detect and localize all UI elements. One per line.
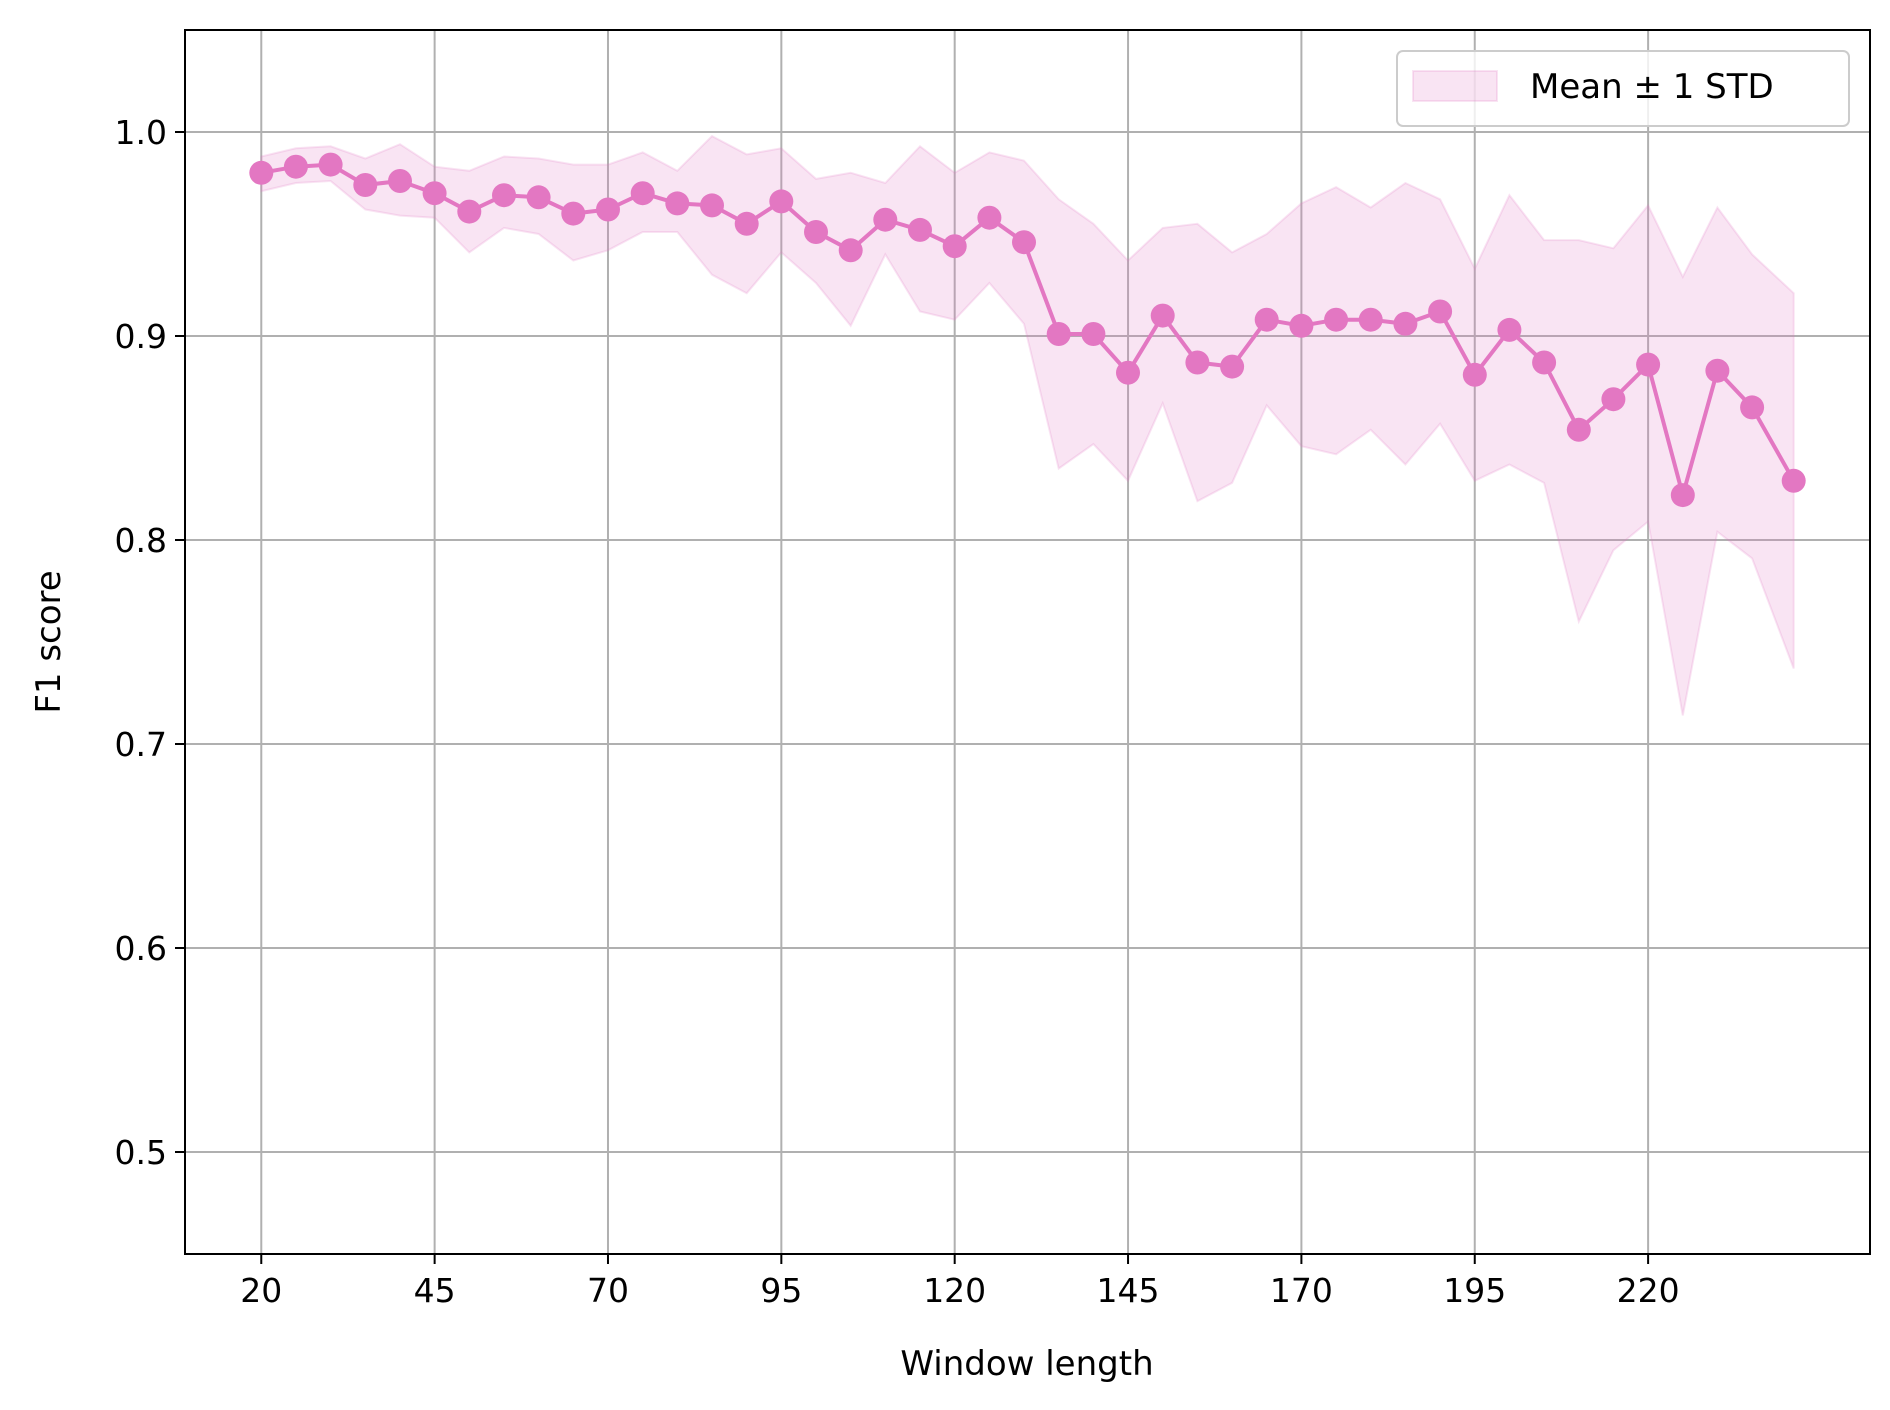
y-tick-label: 0.9 [115, 317, 167, 356]
data-point [422, 181, 447, 206]
data-point [388, 169, 412, 193]
data-point [1428, 299, 1453, 324]
legend-label: Mean ± 1 STD [1530, 67, 1774, 107]
legend-box [1396, 50, 1850, 127]
data-point [804, 220, 828, 244]
data-point [700, 193, 724, 218]
x-tick-label: 195 [1443, 1271, 1506, 1310]
data-point [1254, 307, 1279, 332]
data-point [665, 191, 690, 216]
data-point [734, 211, 759, 236]
x-tick-label: 20 [240, 1271, 282, 1310]
data-point [1012, 230, 1036, 255]
data-point [1740, 395, 1765, 420]
std-band-layer [260, 134, 1795, 716]
data-point [1705, 358, 1730, 383]
data-point [1636, 352, 1661, 377]
data-point [1289, 313, 1314, 338]
x-tick-label: 120 [923, 1271, 986, 1310]
data-point [1497, 317, 1522, 342]
y-tick-label: 1.0 [115, 113, 167, 152]
data-point [596, 197, 620, 222]
data-point [1601, 387, 1626, 412]
data-point [1532, 350, 1557, 375]
data-point [526, 185, 551, 210]
y-axis-title: F1 score [29, 570, 69, 713]
data-point [1781, 468, 1806, 493]
data-point [1393, 311, 1418, 336]
data-point [942, 234, 967, 259]
x-tick-label: 145 [1097, 1271, 1160, 1310]
data-point [318, 152, 343, 177]
data-point [977, 205, 1002, 230]
marker-layer [249, 152, 1806, 508]
y-tick-label: 0.5 [115, 1133, 167, 1172]
grid [185, 30, 1870, 1254]
legend: Mean ± 1 STD [1396, 50, 1850, 127]
data-point [283, 154, 308, 179]
data-point [1324, 307, 1349, 332]
data-point [1150, 303, 1175, 328]
data-point [1185, 350, 1210, 375]
data-point [492, 183, 516, 208]
std-band [260, 134, 1795, 716]
y-axis-ticks: 0.5 0.6 0.7 0.8 0.9 1.0 [115, 113, 185, 1172]
data-point [838, 238, 863, 263]
data-point [353, 173, 378, 197]
data-point [908, 217, 932, 242]
data-point [1220, 354, 1245, 379]
x-tick-label: 45 [414, 1271, 456, 1310]
data-point [457, 199, 482, 224]
axes-frame [184, 29, 1871, 1255]
data-point [1046, 322, 1071, 346]
data-point [1670, 483, 1695, 508]
x-tick-label: 220 [1617, 1271, 1680, 1310]
data-point [769, 189, 794, 214]
x-tick-label: 170 [1270, 1271, 1333, 1310]
x-tick-label: 70 [587, 1271, 629, 1310]
data-point [630, 181, 655, 206]
y-tick-label: 0.7 [115, 725, 167, 764]
data-point [1116, 360, 1140, 385]
x-axis-title: Window length [900, 1344, 1153, 1384]
y-tick-label: 0.8 [115, 521, 167, 560]
data-point [1462, 362, 1487, 387]
legend-swatch [1412, 70, 1498, 102]
y-tick-label: 0.6 [115, 929, 167, 968]
data-point [1566, 417, 1591, 442]
data-point [1081, 322, 1106, 346]
data-point [561, 201, 586, 226]
data-point [249, 160, 274, 185]
x-tick-label: 95 [760, 1271, 802, 1310]
data-point [1358, 307, 1383, 332]
data-point [873, 207, 898, 232]
x-axis-ticks: 20 45 70 95 120 145 170 195 220 [240, 1254, 1680, 1310]
